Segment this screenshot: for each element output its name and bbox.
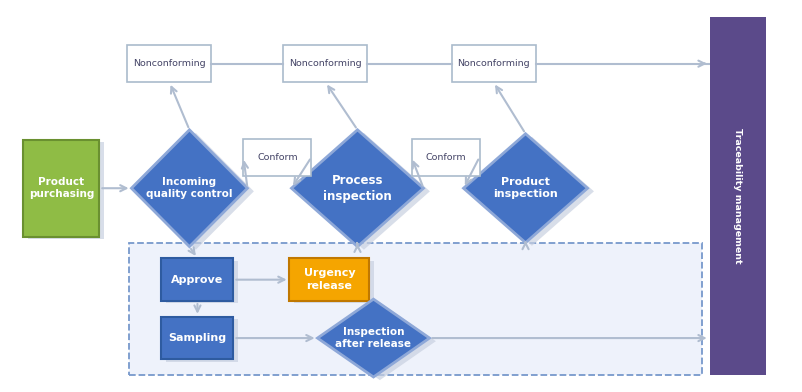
Text: Process
inspection: Process inspection <box>322 174 391 203</box>
Polygon shape <box>469 137 593 246</box>
Polygon shape <box>298 133 429 250</box>
Text: Inspection
after release: Inspection after release <box>335 327 411 349</box>
Text: Incoming
quality control: Incoming quality control <box>146 177 233 200</box>
FancyBboxPatch shape <box>129 243 701 375</box>
Text: Urgency
release: Urgency release <box>303 269 354 291</box>
Polygon shape <box>132 130 247 247</box>
Text: Nonconforming: Nonconforming <box>456 59 529 68</box>
FancyBboxPatch shape <box>161 317 233 359</box>
Text: Conform: Conform <box>257 152 298 162</box>
Text: Product
inspection: Product inspection <box>492 177 557 200</box>
Text: Nonconforming: Nonconforming <box>289 59 362 68</box>
Text: Traceability management: Traceability management <box>732 128 741 264</box>
Polygon shape <box>317 299 429 377</box>
Text: Approve: Approve <box>171 275 223 285</box>
Text: Conform: Conform <box>425 152 465 162</box>
FancyBboxPatch shape <box>28 142 104 239</box>
FancyBboxPatch shape <box>451 45 535 82</box>
FancyBboxPatch shape <box>243 139 311 176</box>
FancyBboxPatch shape <box>166 261 238 303</box>
Polygon shape <box>291 130 423 247</box>
FancyBboxPatch shape <box>166 319 238 362</box>
Polygon shape <box>323 302 435 380</box>
FancyBboxPatch shape <box>128 45 211 82</box>
Text: Product
purchasing: Product purchasing <box>29 177 94 200</box>
FancyBboxPatch shape <box>283 45 367 82</box>
FancyBboxPatch shape <box>161 258 233 301</box>
FancyBboxPatch shape <box>294 261 374 303</box>
FancyBboxPatch shape <box>289 258 369 301</box>
FancyBboxPatch shape <box>709 17 764 375</box>
Text: Sampling: Sampling <box>168 333 226 343</box>
FancyBboxPatch shape <box>23 140 99 237</box>
Text: Nonconforming: Nonconforming <box>133 59 205 68</box>
Polygon shape <box>463 134 587 243</box>
Polygon shape <box>138 133 253 250</box>
FancyBboxPatch shape <box>411 139 479 176</box>
